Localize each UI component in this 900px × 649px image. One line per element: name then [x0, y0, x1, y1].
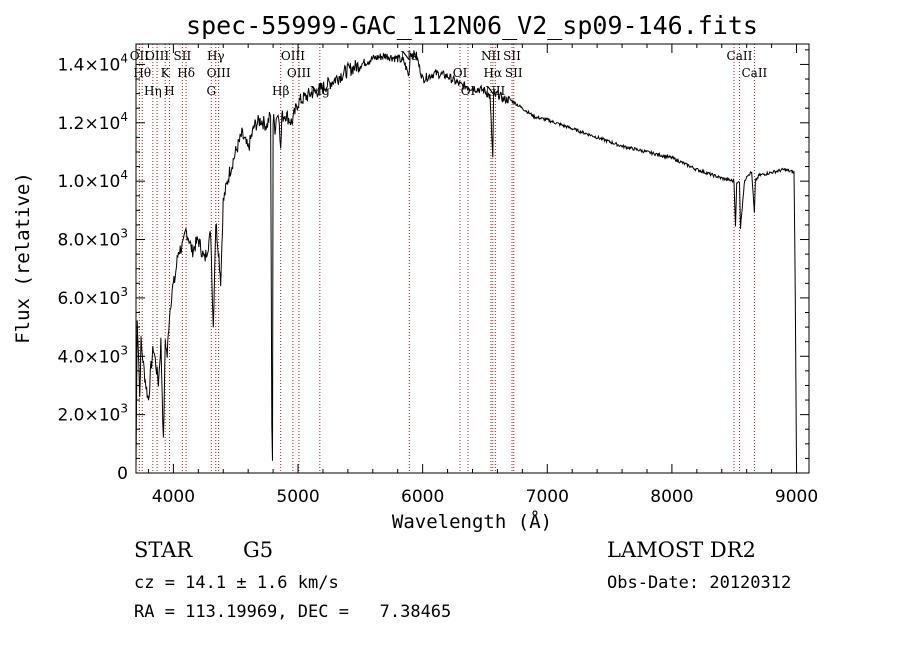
x-tick-label: 5000 — [276, 487, 319, 507]
y-axis-ticks: 0 2.0×103 4.0×103 6.0×103 8.0×103 1.0×104 1.2×… — [57, 49, 809, 484]
line-label: Hθ — [133, 66, 151, 80]
y-axis-label: Flux (relative) — [12, 172, 34, 344]
plot-frame — [135, 43, 810, 474]
y-tick-label: 1.4×104 — [57, 51, 128, 75]
line-label: Hβ — [272, 84, 289, 98]
line-label: Hγ — [207, 49, 225, 63]
line-label: OIII — [287, 66, 311, 80]
line-label: Hη — [144, 84, 162, 98]
line-label: H — [164, 84, 174, 98]
line-label: SII — [174, 49, 192, 63]
line-label: G — [206, 84, 216, 98]
observation-date: Obs-Date: 20120312 — [607, 573, 792, 593]
line-label: Mg — [310, 84, 330, 98]
line-label: OII — [130, 49, 150, 63]
survey-name: LAMOST DR2 — [607, 538, 756, 562]
x-axis-ticks: 4000 5000 6000 7000 8000 9000 — [147, 44, 818, 507]
y-tick-label: 8.0×103 — [57, 227, 128, 251]
line-label: SII — [503, 49, 521, 63]
line-label: K — [161, 66, 171, 80]
x-tick-label: 6000 — [401, 487, 444, 507]
line-label: OIII — [145, 49, 169, 63]
spectral-line-markers — [138, 44, 755, 473]
x-tick-label: 8000 — [650, 487, 693, 507]
line-label: OIII — [207, 66, 231, 80]
x-axis-label: Wavelength (Å) — [392, 510, 552, 533]
y-tick-label: 1.2×104 — [57, 110, 128, 134]
redshift-text: cz = 14.1 ± 1.6 km/s — [134, 573, 339, 593]
x-tick-label: 9000 — [775, 487, 818, 507]
line-label: Hα — [484, 66, 503, 80]
y-tick-label: 0 — [117, 464, 128, 484]
line-label: NII — [481, 49, 501, 63]
chart-title: spec-55999-GAC_112N06_V2_sp09-146.fits — [186, 11, 758, 40]
y-tick-label: 2.0×103 — [57, 402, 128, 426]
spectrum-line — [135, 50, 797, 468]
object-class: STAR — [134, 538, 193, 562]
line-label: OIII — [281, 49, 305, 63]
line-label: CaII — [727, 49, 753, 63]
coordinates-text: RA = 113.19969, DEC = 7.38465 — [134, 602, 452, 622]
y-tick-label: 6.0×103 — [57, 285, 128, 309]
line-label: OI — [453, 66, 468, 80]
y-tick-label: 1.0×104 — [57, 168, 128, 192]
x-tick-label: 7000 — [526, 487, 569, 507]
y-tick-label: 4.0×103 — [57, 343, 128, 367]
object-subclass: G5 — [243, 538, 274, 562]
spectral-line-labels: OIIHθHηOIIIKHSIIHδGHγOIIIHβOIIIOIIIMgNaO… — [130, 49, 768, 98]
line-label: Hδ — [177, 66, 195, 80]
x-tick-label: 4000 — [152, 487, 195, 507]
line-label: SII — [505, 66, 523, 80]
line-label: CaII — [741, 66, 767, 80]
